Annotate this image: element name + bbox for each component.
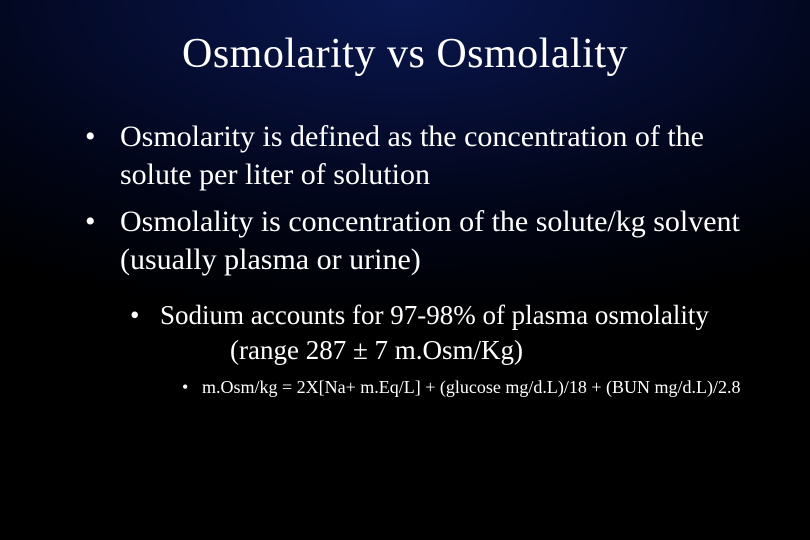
list-item: Osmolality is concentration of the solut…	[85, 203, 780, 278]
slide-body: Osmolarity is defined as the concentrati…	[0, 108, 810, 400]
bullet-list-level3: m.Osm/kg = 2X[Na+ m.Eq/L] + (glucose mg/…	[30, 376, 780, 399]
bullet-text: Osmolarity is defined as the concentrati…	[120, 120, 704, 191]
bullet-list-level1: Osmolarity is defined as the concentrati…	[30, 118, 780, 278]
slide-title: Osmolarity vs Osmolality	[0, 0, 810, 108]
bullet-text-continuation: (range 287 ± 7 m.Osm/Kg)	[160, 333, 780, 368]
list-item: m.Osm/kg = 2X[Na+ m.Eq/L] + (glucose mg/…	[182, 376, 780, 399]
bullet-list-level2: Sodium accounts for 97-98% of plasma osm…	[30, 298, 780, 368]
list-item: Sodium accounts for 97-98% of plasma osm…	[130, 298, 780, 368]
list-item: Osmolarity is defined as the concentrati…	[85, 118, 780, 193]
bullet-text: m.Osm/kg = 2X[Na+ m.Eq/L] + (glucose mg/…	[202, 377, 741, 397]
bullet-text: Osmolality is concentration of the solut…	[120, 205, 740, 276]
bullet-text: Sodium accounts for 97-98% of plasma osm…	[160, 300, 709, 330]
presentation-slide: Osmolarity vs Osmolality Osmolarity is d…	[0, 0, 810, 540]
